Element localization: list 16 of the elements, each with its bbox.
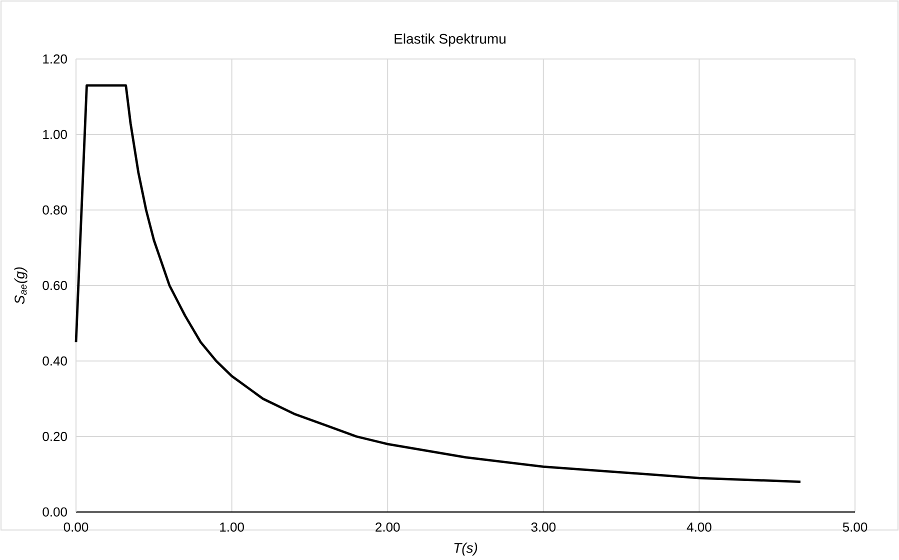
y-tick-label: 0.00 [42,507,67,517]
x-tick-label: 5.00 [842,522,868,532]
y-tick-label: 0.80 [42,205,67,215]
y-tick-label: 0.20 [42,432,67,442]
x-tick-label: 4.00 [686,522,712,532]
y-tick-label: 0.60 [42,280,67,290]
x-tick-label: 2.00 [376,522,400,532]
chart-title: Elastik Spektrumu [394,33,506,47]
y-tick-label: 0.40 [42,356,67,366]
y-tick-label: 1.00 [43,130,67,140]
x-tick-label: 3.00 [531,522,556,532]
x-tick-label: 1.00 [220,522,244,532]
x-tick-label: 0.00 [64,522,88,532]
y-axis-title: S$_{ae}$(g) [14,267,28,304]
y-tick-label: 1.20 [43,54,67,64]
x-axis-title: T(s) [454,542,478,556]
